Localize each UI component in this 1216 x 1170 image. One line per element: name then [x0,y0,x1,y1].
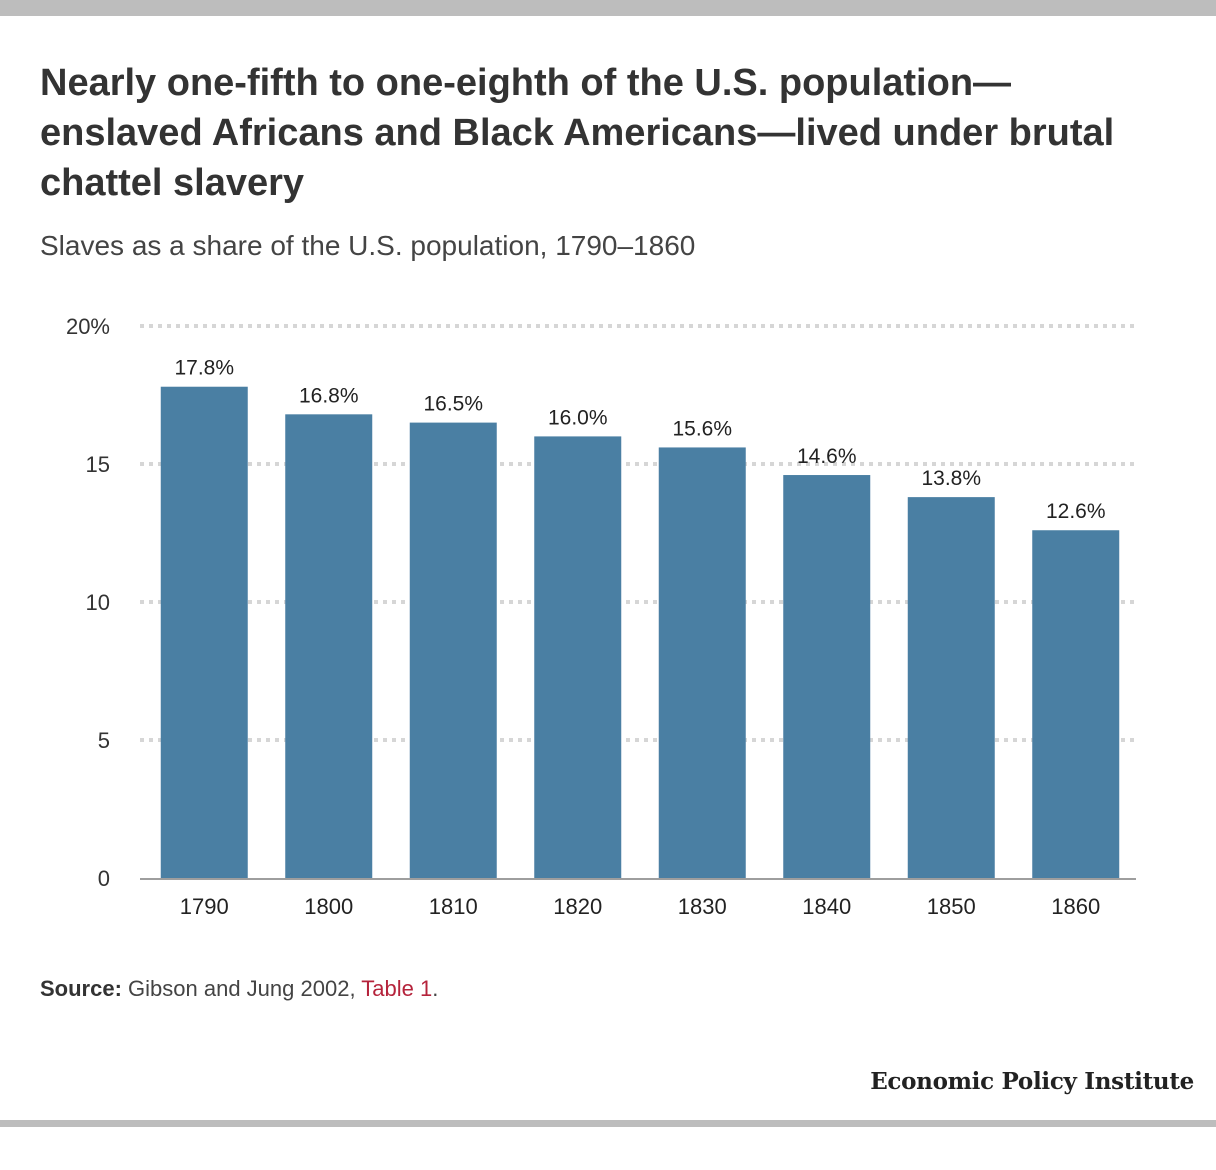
bar [409,422,497,878]
y-tick-label: 5 [98,728,110,753]
data-label: 15.6% [672,417,732,440]
y-tick-label: 10 [86,590,110,615]
data-label: 16.0% [548,406,608,429]
bar [285,414,373,878]
x-tick-label: 1810 [429,894,478,919]
bars [160,386,1120,878]
x-tick-label: 1820 [553,894,602,919]
source-note: Source: Gibson and Jung 2002, Table 1. [40,976,438,1002]
bar [160,386,248,878]
data-label: 17.8% [174,357,234,380]
chart-title: Nearly one-fifth to one-eighth of the U.… [40,62,1115,204]
bottom-rule [0,1120,1216,1127]
data-labels: 17.8% 16.8% 16.5% 16.0% 15.6% 14.6% 13.8% 12.6% [174,357,1105,524]
source-link[interactable]: Table 1 [361,976,433,1001]
y-tick-label: 20% [66,314,110,339]
data-label: 13.8% [921,467,981,490]
data-label: 14.6% [797,445,857,468]
data-label: 12.6% [1046,500,1106,523]
y-axis-ticks: 0 5 10 15 20% [66,314,110,891]
x-tick-label: 1860 [1051,894,1100,919]
source-text: Gibson and Jung 2002, [128,976,362,1001]
x-axis-ticks: 1790 1800 1810 1820 1830 1840 1850 1860 [180,894,1100,919]
x-tick-label: 1830 [678,894,727,919]
source-label: Source: [40,976,122,1001]
bar [907,497,995,878]
epi-logo: Economic Policy Institute [870,1068,1194,1095]
x-tick-label: 1800 [304,894,353,919]
bar [658,447,746,878]
y-tick-label: 0 [98,866,110,891]
data-label: 16.8% [299,384,359,407]
top-rule [0,0,1216,16]
bar [534,436,622,878]
source-end: . [432,976,439,1001]
x-tick-label: 1790 [180,894,229,919]
bar-chart: 0 5 10 15 20% 17.8% 16.8% 16.5% 16.0% 15.6% 14.6%… [66,314,1136,919]
y-tick-label: 15 [86,452,110,477]
bar [1032,530,1120,878]
bar [783,475,871,878]
x-tick-label: 1840 [802,894,851,919]
data-label: 16.5% [423,393,483,416]
x-tick-label: 1850 [927,894,976,919]
chart-subtitle: Slaves as a share of the U.S. population… [40,230,696,261]
